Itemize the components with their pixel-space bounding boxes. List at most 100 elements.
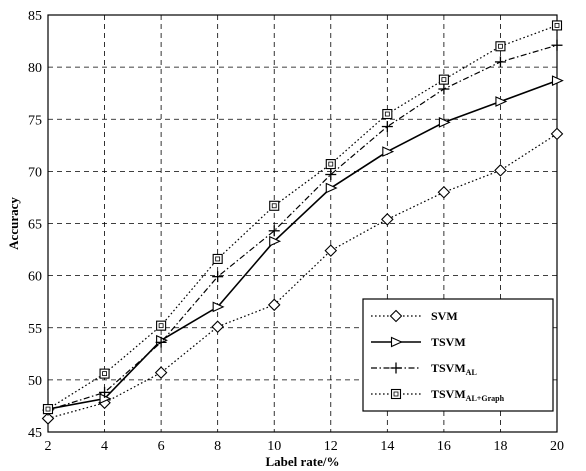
square-inner [384, 111, 390, 117]
square-outer [438, 74, 449, 85]
square-inner [441, 77, 447, 83]
data-point-diamond [381, 213, 394, 226]
data-point-plus [155, 336, 167, 348]
square-outer [42, 404, 54, 415]
square-inner [215, 256, 221, 262]
square-inner [554, 23, 560, 28]
square-outer [382, 108, 393, 120]
legend-label: TSVMAL+Graph [431, 387, 505, 403]
y-tick-label: 50 [28, 374, 42, 389]
data-point-plus [325, 169, 337, 181]
y-tick-label: 60 [28, 270, 42, 285]
series-group [41, 20, 564, 425]
x-tick-label: 6 [158, 439, 165, 454]
data-point-square [212, 253, 223, 264]
series-line [47, 44, 558, 411]
square-outer [156, 320, 167, 331]
legend-label-main: TSVM [431, 361, 466, 375]
legend-label-subscript: AL [466, 368, 477, 377]
square-inner [102, 371, 107, 377]
square-outer [99, 368, 110, 379]
x-axis-label: Label rate/% [265, 454, 339, 469]
data-point-square [438, 74, 449, 85]
data-point-square [42, 404, 54, 415]
data-point-triangle [495, 96, 508, 107]
legend-entry-3: TSVMAL [371, 361, 477, 377]
series-line [47, 24, 558, 410]
data-point-triangle [390, 336, 403, 348]
data-point-diamond [389, 309, 403, 323]
data-point-square [390, 388, 402, 400]
data-point-triangle [269, 235, 282, 247]
x-tick-label: 16 [437, 439, 451, 454]
x-tick-label: 8 [214, 439, 221, 454]
data-point-plus [390, 362, 402, 374]
data-point-triangle [325, 182, 338, 194]
x-tick-label: 14 [380, 439, 394, 454]
data-point-square [156, 320, 167, 331]
data-point-plus [268, 225, 280, 237]
square-outer [551, 20, 563, 31]
data-point-diamond [550, 127, 564, 141]
legend-entry-1: SVM [371, 309, 458, 323]
legend-entry-2: TSVM [371, 335, 466, 349]
data-point-square [325, 159, 336, 170]
y-tick-label: 65 [28, 218, 42, 233]
square-inner [498, 43, 503, 49]
axis-ticks: 2 4 6 8 10 12 14 16 18 20 45 50 55 60 65 70 75 80 85 [28, 9, 564, 454]
square-inner [393, 391, 399, 397]
data-point-square [495, 41, 506, 52]
square-inner [271, 203, 277, 209]
data-point-diamond [437, 185, 451, 199]
legend-entry-4: TSVMAL+Graph [371, 387, 505, 403]
x-tick-label: 10 [267, 439, 281, 454]
square-outer [390, 388, 402, 400]
data-point-triangle [212, 301, 225, 313]
data-point-plus [494, 56, 506, 68]
series-line [47, 133, 558, 420]
legend-label: TSVMAL [431, 361, 477, 377]
data-point-square [382, 108, 393, 120]
y-tick-label: 80 [28, 61, 42, 76]
series-4 [42, 20, 563, 415]
data-point-triangle [382, 146, 395, 157]
data-point-diamond [154, 366, 168, 379]
y-tick-label: 45 [28, 426, 42, 441]
legend-label-main: SVM [431, 309, 458, 323]
y-tick-label: 85 [28, 9, 42, 24]
data-point-plus [381, 121, 393, 133]
data-point-square [99, 368, 110, 379]
data-point-diamond [41, 412, 55, 425]
data-point-square [551, 20, 563, 31]
data-point-square [269, 200, 280, 211]
y-tick-label: 75 [28, 113, 42, 128]
x-tick-label: 20 [550, 439, 564, 454]
data-point-diamond [267, 298, 281, 312]
data-point-triangle [438, 117, 451, 128]
data-point-diamond [324, 244, 338, 257]
y-tick-label: 55 [28, 322, 42, 337]
square-inner [158, 323, 164, 329]
square-inner [328, 161, 334, 167]
data-point-plus [438, 83, 450, 95]
x-tick-label: 18 [493, 439, 507, 454]
data-point-plus [551, 39, 563, 51]
square-outer [495, 41, 506, 52]
legend-label-main: TSVM [431, 387, 466, 401]
legend-label: TSVM [431, 335, 466, 349]
data-point-diamond [211, 320, 224, 333]
square-outer [212, 253, 223, 264]
square-outer [269, 200, 280, 211]
data-point-plus [212, 271, 224, 283]
square-inner [45, 406, 51, 412]
y-axis-label: Accuracy [6, 197, 21, 250]
series-line [47, 79, 558, 410]
legend-label-subscript: AL+Graph [466, 394, 505, 403]
legend-label-main: TSVM [431, 335, 466, 349]
data-point-diamond [494, 164, 507, 177]
x-tick-label: 4 [101, 439, 108, 454]
square-outer [325, 159, 336, 170]
legend-label: SVM [431, 309, 458, 323]
